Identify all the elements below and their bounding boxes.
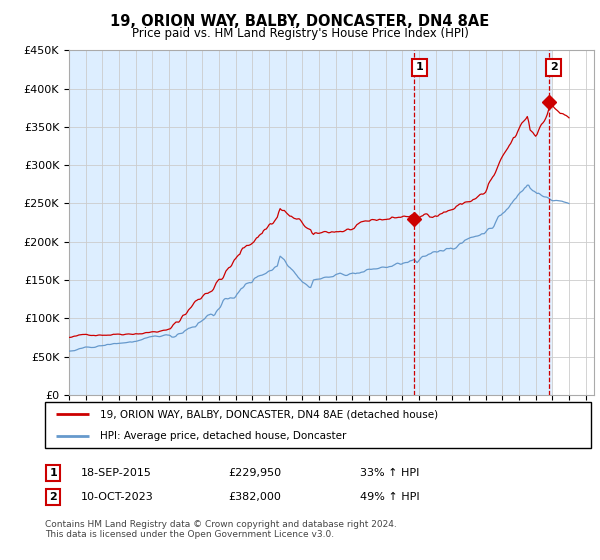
Text: 10-OCT-2023: 10-OCT-2023 — [81, 492, 154, 502]
FancyBboxPatch shape — [45, 402, 591, 448]
Text: Contains HM Land Registry data © Crown copyright and database right 2024.
This d: Contains HM Land Registry data © Crown c… — [45, 520, 397, 539]
Text: 1: 1 — [415, 63, 423, 72]
Bar — [553, 50, 594, 395]
Text: 33% ↑ HPI: 33% ↑ HPI — [360, 468, 419, 478]
Text: 2: 2 — [550, 63, 557, 72]
Text: 19, ORION WAY, BALBY, DONCASTER, DN4 8AE: 19, ORION WAY, BALBY, DONCASTER, DN4 8AE — [110, 14, 490, 29]
Text: 19, ORION WAY, BALBY, DONCASTER, DN4 8AE (detached house): 19, ORION WAY, BALBY, DONCASTER, DN4 8AE… — [100, 409, 438, 419]
Text: 1: 1 — [49, 468, 57, 478]
Bar — [553, 50, 594, 395]
Text: 2: 2 — [49, 492, 57, 502]
Text: £229,950: £229,950 — [228, 468, 281, 478]
Bar — [415, 50, 548, 395]
Text: 18-SEP-2015: 18-SEP-2015 — [81, 468, 152, 478]
Text: £382,000: £382,000 — [228, 492, 281, 502]
Text: HPI: Average price, detached house, Doncaster: HPI: Average price, detached house, Donc… — [100, 431, 346, 441]
Text: Price paid vs. HM Land Registry's House Price Index (HPI): Price paid vs. HM Land Registry's House … — [131, 27, 469, 40]
Text: 49% ↑ HPI: 49% ↑ HPI — [360, 492, 419, 502]
